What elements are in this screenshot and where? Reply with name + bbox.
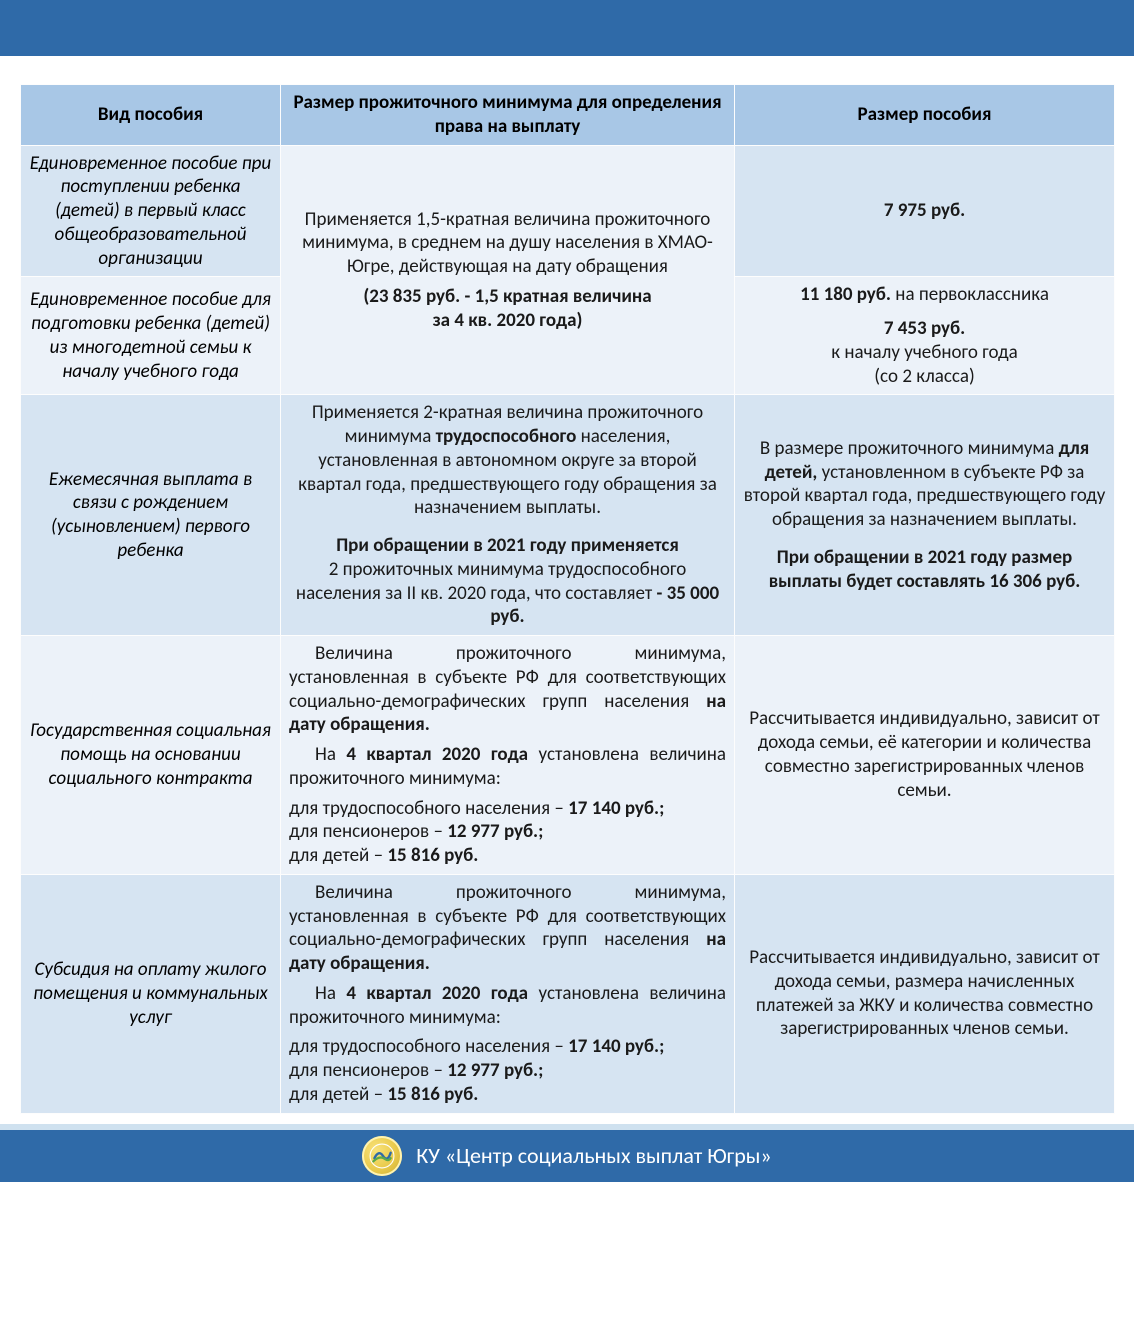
text-bold: 4 квартал 2020 года [346,743,528,766]
text-bold: 7 453 руб. [884,317,965,340]
text-bold: 17 140 руб.; [568,797,664,820]
cell-r4-size: Рассчитывается индивидуально, зависит от… [735,636,1115,875]
cell-r5-type: Субсидия на оплату жилого помещения и ко… [21,874,281,1113]
text: для трудоспособного населения – [289,1035,568,1058]
cell-r5-size: Рассчитывается индивидуально, зависит от… [735,874,1115,1113]
text-bold: 15 816 руб. [387,1083,478,1106]
cell-r1-type: Единовременное пособие при поступлении р… [21,145,281,277]
table-row: Единовременное пособие при поступлении р… [21,145,1115,277]
page: Вид пособия Размер прожиточного минимума… [0,0,1134,1182]
text: (со 2 класса) [874,365,974,388]
text-bold: При обращении в 2021 году размер выплаты… [769,546,1081,593]
col-header-minimum: Размер прожиточного минимума для определ… [281,85,735,146]
text: Рассчитывается индивидуально, зависит от… [749,946,1100,1040]
text: для пенсионеров – [289,1059,447,1082]
cell-r5-minimum: Величина прожиточного минимума, установл… [281,874,735,1113]
text: Применяется 1,5-кратная величина прожито… [302,208,713,279]
text-bold: 7 975 руб. [884,199,965,222]
text-bold: 15 816 руб. [387,844,478,867]
cell-r2-size: 11 180 руб. на первоклассника 7 453 руб.… [735,277,1115,395]
text-bold: трудоспособного [436,425,577,448]
cell-r2-type: Единовременное пособие для подготовки ре… [21,277,281,395]
cell-r4-minimum: Величина прожиточного минимума, установл… [281,636,735,875]
table-row: Государственная социальная помощь на осн… [21,636,1115,875]
cell-r4-type: Государственная социальная помощь на осн… [21,636,281,875]
logo-icon [362,1136,402,1176]
text-bold: 12 977 руб.; [447,820,543,843]
text-bold: При обращении в 2021 году применяется [336,534,679,557]
header-bar [0,0,1134,56]
text: к началу учебного года [831,341,1017,364]
text: Величина прожиточного минимума, установл… [289,881,726,952]
text: для пенсионеров – [289,820,447,843]
text-bold: 12 977 руб.; [447,1059,543,1082]
text: На [315,982,346,1005]
cell-r3-type: Ежемесячная выплата в связи с рождением … [21,395,281,636]
cell-r3-size: В размере прожиточного минимума для дете… [735,395,1115,636]
col-header-type: Вид пособия [21,85,281,146]
text: на первоклассника [891,283,1049,306]
table-row: Субсидия на оплату жилого помещения и ко… [21,874,1115,1113]
text-bold: 4 квартал 2020 года [346,982,528,1005]
table-row: Ежемесячная выплата в связи с рождением … [21,395,1115,636]
text: для трудоспособного населения – [289,797,568,820]
text-bold: за 4 кв. 2020 года) [433,309,583,332]
text-bold: 11 180 руб. [800,283,891,306]
footer-bar: КУ «Центр социальных выплат Югры» [0,1124,1134,1182]
logo-glyph-icon [369,1143,395,1169]
col-header-size: Размер пособия [735,85,1115,146]
cell-r1-size: 7 975 руб. [735,145,1115,277]
text: На [315,743,346,766]
text: 2 прожиточных минимума трудоспособного н… [296,558,686,605]
table-header-row: Вид пособия Размер прожиточного минимума… [21,85,1115,146]
text-bold: (23 835 руб. - 1,5 кратная величина [363,285,651,308]
footer-text: КУ «Центр социальных выплат Югры» [416,1142,771,1169]
text-bold: 17 140 руб.; [568,1035,664,1058]
text: для детей – [289,844,387,867]
cell-r3-minimum: Применяется 2-кратная величина прожиточн… [281,395,735,636]
text: В размере прожиточного минимума [760,437,1059,460]
text: Величина прожиточного минимума, установл… [289,642,726,713]
text: Рассчитывается индивидуально, зависит от… [749,707,1100,801]
text: для детей – [289,1083,387,1106]
benefits-table: Вид пособия Размер прожиточного минимума… [20,84,1115,1114]
header-spacer [0,66,1134,84]
cell-r12-minimum: Применяется 1,5-кратная величина прожито… [281,145,735,395]
